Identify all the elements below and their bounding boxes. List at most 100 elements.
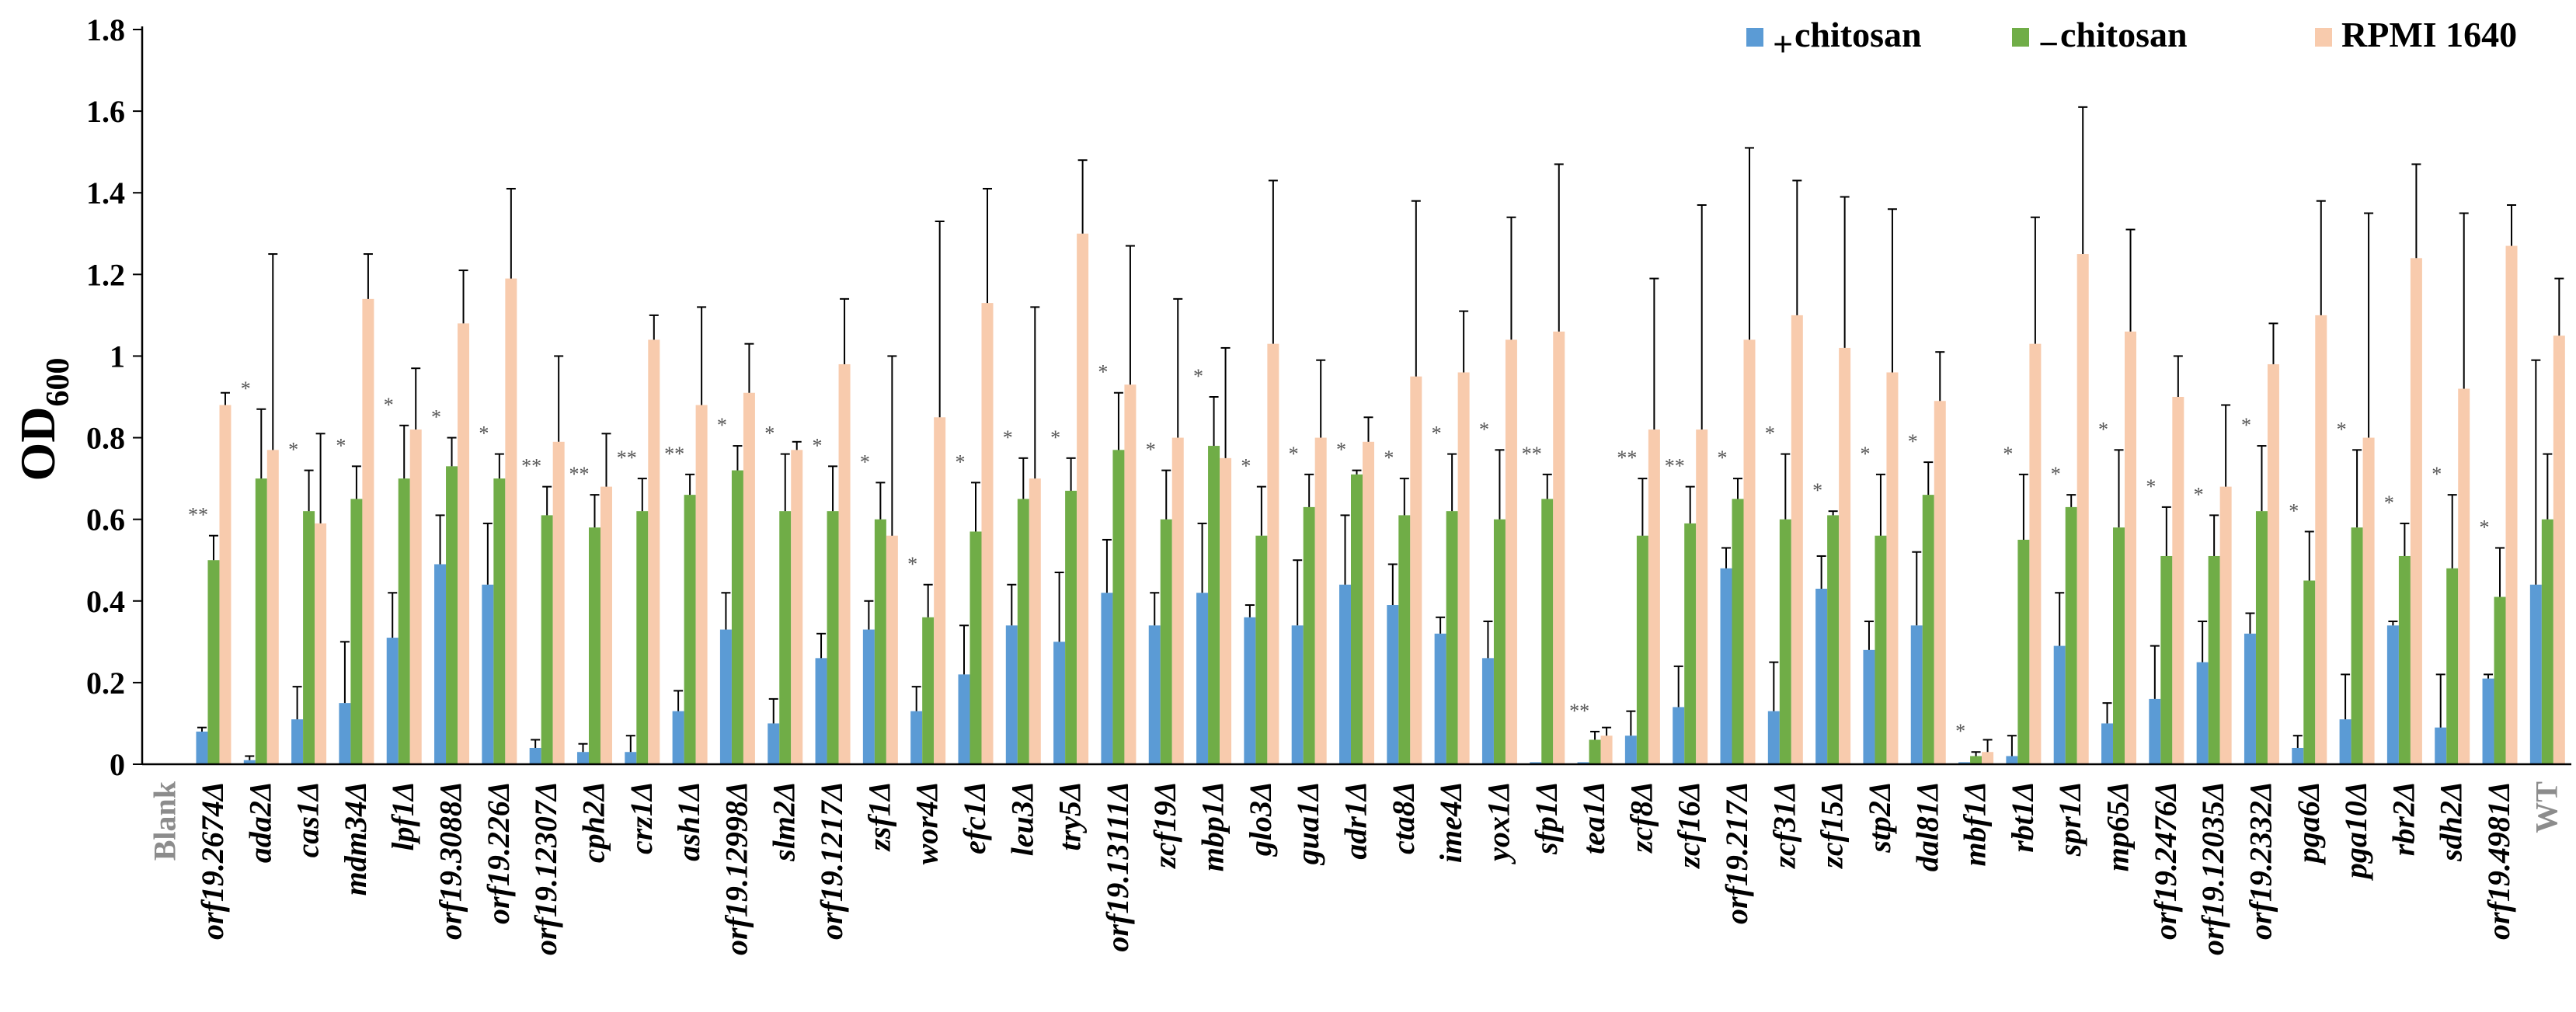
bar-series1	[1398, 515, 1411, 764]
bar-series0	[1148, 625, 1161, 764]
bar-series1	[1160, 519, 1172, 764]
significance-marker: *	[1432, 423, 1442, 445]
bar-series2	[1220, 457, 1232, 764]
bar-series2	[362, 298, 374, 764]
legend-label-1: chitosan	[2060, 15, 2188, 54]
x-category-label: Blank	[148, 781, 183, 861]
bar-series0	[862, 629, 875, 764]
bar-series1	[588, 527, 600, 764]
bar-series1	[2446, 568, 2459, 764]
y-tick-label: 1	[110, 339, 125, 374]
x-category-label: mp65Δ	[2101, 781, 2136, 871]
bar-series0	[2529, 584, 2542, 764]
bar-series1	[1922, 495, 1934, 764]
bar-series2	[1267, 343, 1279, 765]
x-category-label: cph2Δ	[576, 781, 611, 863]
bar-series2	[2362, 437, 2375, 764]
bar-series1	[1732, 499, 1744, 764]
bar-series0	[1577, 762, 1589, 764]
bar-series2	[2267, 363, 2279, 764]
x-category-label: orf19.12035Δ	[2195, 781, 2230, 955]
x-category-label: ash1Δ	[671, 781, 706, 861]
significance-marker: *	[384, 394, 394, 416]
bar-series2	[2125, 331, 2137, 764]
significance-marker: *	[2194, 483, 2204, 506]
bar-series2	[1457, 372, 1470, 764]
significance-marker: *	[1193, 365, 1203, 388]
x-category-label: orf19.12307Δ	[528, 781, 563, 955]
bar-series2	[2076, 254, 2089, 764]
x-category-label: zsf1Δ	[862, 781, 896, 853]
significance-marker: *	[1718, 447, 1728, 469]
significance-marker: *	[813, 434, 823, 457]
bar-series2	[1600, 736, 1613, 764]
bar-series2	[2029, 343, 2042, 765]
bar-series2	[458, 323, 470, 764]
bar-series0	[1339, 584, 1351, 764]
x-category-label: zcf31Δ	[1767, 781, 1801, 870]
x-category-label: rbr2Δ	[2386, 781, 2421, 856]
significance-marker: *	[1050, 426, 1060, 449]
bar-series0	[2006, 756, 2018, 764]
bar-series0	[1767, 711, 1780, 764]
x-category-label: mbp1Δ	[1196, 781, 1231, 871]
bar-series2	[1363, 441, 1374, 764]
bar-series0	[1720, 568, 1732, 764]
bar-series1	[303, 511, 315, 764]
x-category-label: crz1Δ	[624, 781, 659, 854]
significance-marker: *	[2098, 418, 2108, 440]
bar-series0	[1863, 649, 1875, 764]
bar-series2	[838, 363, 851, 764]
bar-series0	[291, 719, 304, 764]
significance-marker: *	[241, 377, 251, 400]
x-category-label: wor4Δ	[910, 781, 945, 864]
bar-series0	[768, 723, 780, 764]
bar-series1	[1493, 519, 1506, 764]
bar-series2	[2219, 486, 2232, 764]
bar-series1	[1446, 511, 1458, 764]
bar-series0	[529, 747, 541, 764]
bar-series2	[600, 486, 612, 764]
bar-series2	[1982, 752, 1994, 764]
bar-series2	[1410, 376, 1422, 764]
x-category-label: pga6Δ	[2291, 781, 2326, 865]
significance-marker: *	[1860, 443, 1870, 465]
bar-series2	[743, 392, 755, 764]
bar-series0	[1958, 762, 1971, 764]
bar-series1	[2494, 596, 2506, 764]
bar-series2	[934, 417, 946, 764]
significance-marker: **	[1569, 700, 1589, 722]
x-category-label: pga10Δ	[2338, 781, 2373, 881]
bar-series2	[315, 523, 327, 764]
x-category-label: orf19.1217Δ	[814, 781, 849, 940]
x-category-label: tea1Δ	[1576, 781, 1611, 854]
y-tick-label: 1.8	[86, 12, 125, 47]
y-axis-label: OD600	[10, 358, 76, 482]
x-category-label: spr1Δ	[2052, 781, 2087, 857]
bar-series1	[2113, 527, 2125, 764]
bar-series2	[1171, 437, 1184, 764]
x-category-label: cta8Δ	[1386, 781, 1421, 854]
y-tick-label: 0.4	[86, 584, 125, 619]
bar-series0	[2435, 727, 2447, 764]
significance-marker: *	[1336, 439, 1346, 461]
y-axis-title: OD600	[10, 358, 76, 482]
bar-series1	[1779, 519, 1791, 764]
bar-series2	[552, 441, 565, 764]
significance-marker: *	[431, 406, 441, 429]
significance-marker: *	[2432, 463, 2442, 485]
x-category-label: sfp1Δ	[1529, 781, 1564, 855]
significance-marker: *	[2384, 492, 2394, 514]
bar-series0	[1434, 633, 1446, 764]
significance-marker: **	[569, 463, 589, 485]
bar-series0	[2292, 747, 2304, 764]
significance-group: **** ****** **** *** ****** ****** * ** ******* *…	[188, 361, 2490, 742]
significance-marker: *	[860, 450, 870, 473]
y-tick-label: 1.4	[86, 176, 125, 210]
bar-series2	[1743, 339, 1756, 764]
x-category-label: gua1Δ	[1290, 781, 1325, 865]
bar-series1	[446, 466, 458, 764]
bar-series1	[1589, 739, 1601, 764]
legend-prefix-0: +	[1773, 24, 1793, 64]
significance-marker: *	[2146, 475, 2156, 498]
